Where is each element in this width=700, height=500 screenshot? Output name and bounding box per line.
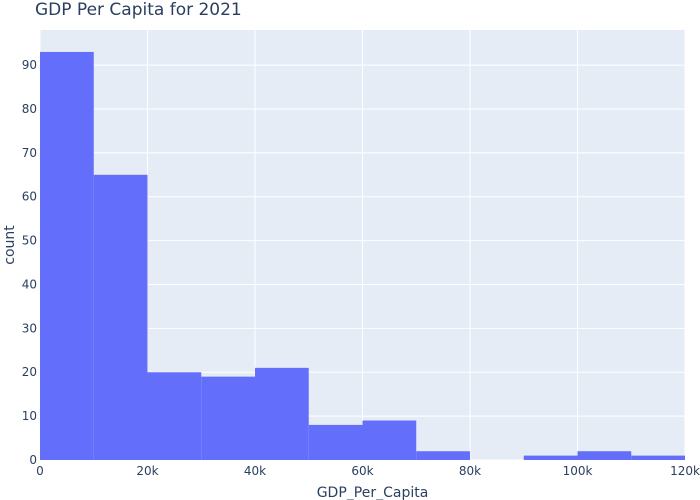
x-axis-ticks: 0 20k 40k 60k 80k 100k 120k	[36, 464, 700, 478]
x-tick-label: 100k	[563, 464, 593, 478]
x-tick-label: 20k	[136, 464, 158, 478]
histogram-bar	[201, 376, 255, 460]
bars	[40, 51, 685, 461]
x-tick-label: 0	[36, 464, 44, 478]
chart-title: GDP Per Capita for 2021	[35, 0, 242, 20]
y-axis-title: count	[2, 225, 18, 265]
histogram-bar	[308, 424, 363, 460]
histogram-bar	[362, 420, 417, 460]
y-tick-label: 20	[22, 365, 37, 379]
y-axis-ticks: 0 10 20 30 40 50 60 70 80 90	[22, 58, 37, 467]
histogram-bar	[577, 451, 632, 460]
histogram-bar	[147, 372, 202, 460]
x-axis-title: GDP_Per_Capita	[317, 485, 429, 500]
histogram-bar	[631, 455, 685, 460]
y-tick-label: 30	[22, 321, 37, 335]
y-tick-label: 40	[22, 277, 37, 291]
y-tick-label: 80	[22, 102, 37, 116]
histogram-bar	[416, 451, 470, 460]
y-tick-label: 60	[22, 190, 37, 204]
x-tick-label: 120k	[670, 464, 700, 478]
histogram-bar	[523, 455, 578, 460]
x-tick-label: 80k	[459, 464, 481, 478]
y-tick-label: 50	[22, 234, 37, 248]
y-tick-label: 70	[22, 146, 37, 160]
y-tick-label: 10	[22, 409, 37, 423]
histogram-bar	[40, 51, 94, 460]
x-tick-label: 40k	[244, 464, 266, 478]
y-tick-label: 0	[29, 453, 37, 467]
x-tick-label: 60k	[351, 464, 373, 478]
histogram-bar	[93, 174, 148, 461]
y-tick-label: 90	[22, 58, 37, 72]
histogram-bar	[255, 367, 309, 460]
